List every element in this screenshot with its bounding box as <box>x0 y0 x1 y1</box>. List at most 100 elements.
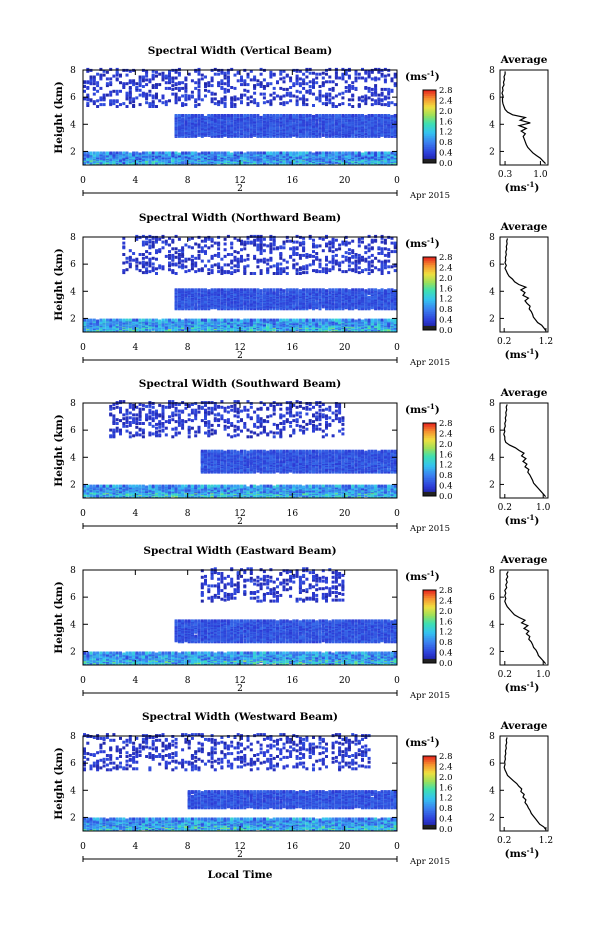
heatmap-cell <box>234 114 237 117</box>
heatmap-cell <box>220 100 223 103</box>
heatmap-cell <box>283 319 286 322</box>
heatmap-cell <box>96 81 99 84</box>
heatmap-cell <box>269 152 272 155</box>
heatmap-cell <box>148 94 151 97</box>
heatmap-cell <box>116 71 119 74</box>
heatmap-cell <box>283 88 286 91</box>
heatmap-cell <box>106 94 109 97</box>
heatmap-cell <box>338 114 341 117</box>
heatmap-cell <box>250 114 253 117</box>
heatmap-cell <box>165 319 168 322</box>
heatmap-cell <box>335 152 338 155</box>
heatmap-cell <box>227 83 230 86</box>
heatmap-cell <box>256 114 259 117</box>
heatmap-cell <box>86 152 89 155</box>
heatmap-cell <box>371 152 374 155</box>
heatmap-cell <box>253 101 256 104</box>
heatmap-cell <box>145 75 148 78</box>
heatmap-cell <box>377 319 380 322</box>
heatmap-cell <box>224 102 227 105</box>
heatmap-cell <box>253 92 256 95</box>
heatmap-cell <box>305 152 308 155</box>
heatmap-cell <box>175 152 178 155</box>
heatmap-cell <box>234 96 237 99</box>
heatmap-cell <box>384 114 387 117</box>
heatmap-cell <box>286 74 289 77</box>
heatmap-cell <box>204 89 207 92</box>
heatmap-cell <box>328 93 331 96</box>
heatmap-cell <box>253 84 256 87</box>
heatmap-cell <box>126 97 129 100</box>
heatmap-cell <box>152 100 155 103</box>
heatmap-cell <box>279 73 282 76</box>
heatmap-cell <box>204 85 207 88</box>
heatmap-cell <box>132 104 135 107</box>
heatmap-cell <box>384 78 387 81</box>
heatmap-cell <box>391 152 394 155</box>
heatmap-cell <box>201 319 204 322</box>
heatmap-cell <box>276 135 279 138</box>
heatmap-cell <box>305 76 308 79</box>
heatmap-cell <box>322 152 325 155</box>
heatmap-cell <box>188 319 191 322</box>
heatmap-cell <box>338 77 341 80</box>
heatmap-cell <box>332 87 335 90</box>
heatmap-cell <box>381 319 384 322</box>
heatmap-cell <box>355 320 358 323</box>
heatmap-cell <box>302 319 305 322</box>
heatmap-cell <box>145 93 148 96</box>
heatmap-cell <box>201 152 204 155</box>
heatmap-cell <box>256 79 259 82</box>
heatmap-cell <box>234 152 237 155</box>
heatmap-cell <box>309 72 312 75</box>
heatmap-cell <box>135 86 138 89</box>
heatmap-cell <box>368 152 371 155</box>
heatmap-cell <box>325 98 328 101</box>
heatmap-cell <box>279 96 282 99</box>
heatmap-cell <box>214 97 217 100</box>
heatmap-cell <box>220 114 223 117</box>
heatmap-cell <box>361 320 364 323</box>
heatmap-cell <box>286 114 289 117</box>
heatmap-cell <box>387 152 390 155</box>
heatmap-cell <box>269 319 272 322</box>
heatmap-cell <box>358 114 361 117</box>
heatmap-cell <box>191 91 194 94</box>
y-axis-label: Height (km) <box>53 81 65 153</box>
heatmap-cell <box>351 105 354 108</box>
x-tick-label: 8 <box>185 176 191 186</box>
heatmap-cell <box>171 84 174 87</box>
heatmap-cell <box>240 114 243 117</box>
colorbar-tick-label: 0.4 <box>439 149 453 159</box>
heatmap-cell <box>168 319 171 322</box>
heatmap-cell <box>381 98 384 101</box>
heatmap-cell <box>328 152 331 155</box>
heatmap-cell <box>165 152 168 155</box>
heatmap-cell <box>377 114 380 117</box>
heatmap-cell <box>371 88 374 91</box>
heatmap-cell <box>165 81 168 84</box>
heatmap-cell <box>269 94 272 97</box>
heatmap-cell <box>325 152 328 155</box>
heatmap-cell <box>276 319 279 322</box>
heatmap-cell <box>391 115 394 118</box>
heatmap-cell <box>325 73 328 76</box>
heatmap-cell <box>247 114 250 117</box>
heatmap-cell <box>175 87 178 90</box>
heatmap-cell <box>269 99 272 102</box>
heatmap-cell <box>319 114 322 117</box>
heatmap-cells <box>83 235 397 332</box>
colorbar-tick-label: 2.8 <box>439 86 453 96</box>
heatmap-cell <box>276 123 279 126</box>
heatmap-cell <box>266 114 269 117</box>
heatmap-cell <box>106 82 109 85</box>
heatmap-cell <box>256 102 259 105</box>
avg-y-tick-label: 6 <box>489 93 495 103</box>
heatmap-cell <box>93 82 96 85</box>
heatmap-cell <box>181 81 184 84</box>
heatmap-cell <box>168 79 171 82</box>
heatmap-cell <box>250 100 253 103</box>
colorbar-unit-base: (ms <box>405 71 427 83</box>
heatmap-cell <box>348 103 351 106</box>
heatmap-cell <box>184 83 187 86</box>
